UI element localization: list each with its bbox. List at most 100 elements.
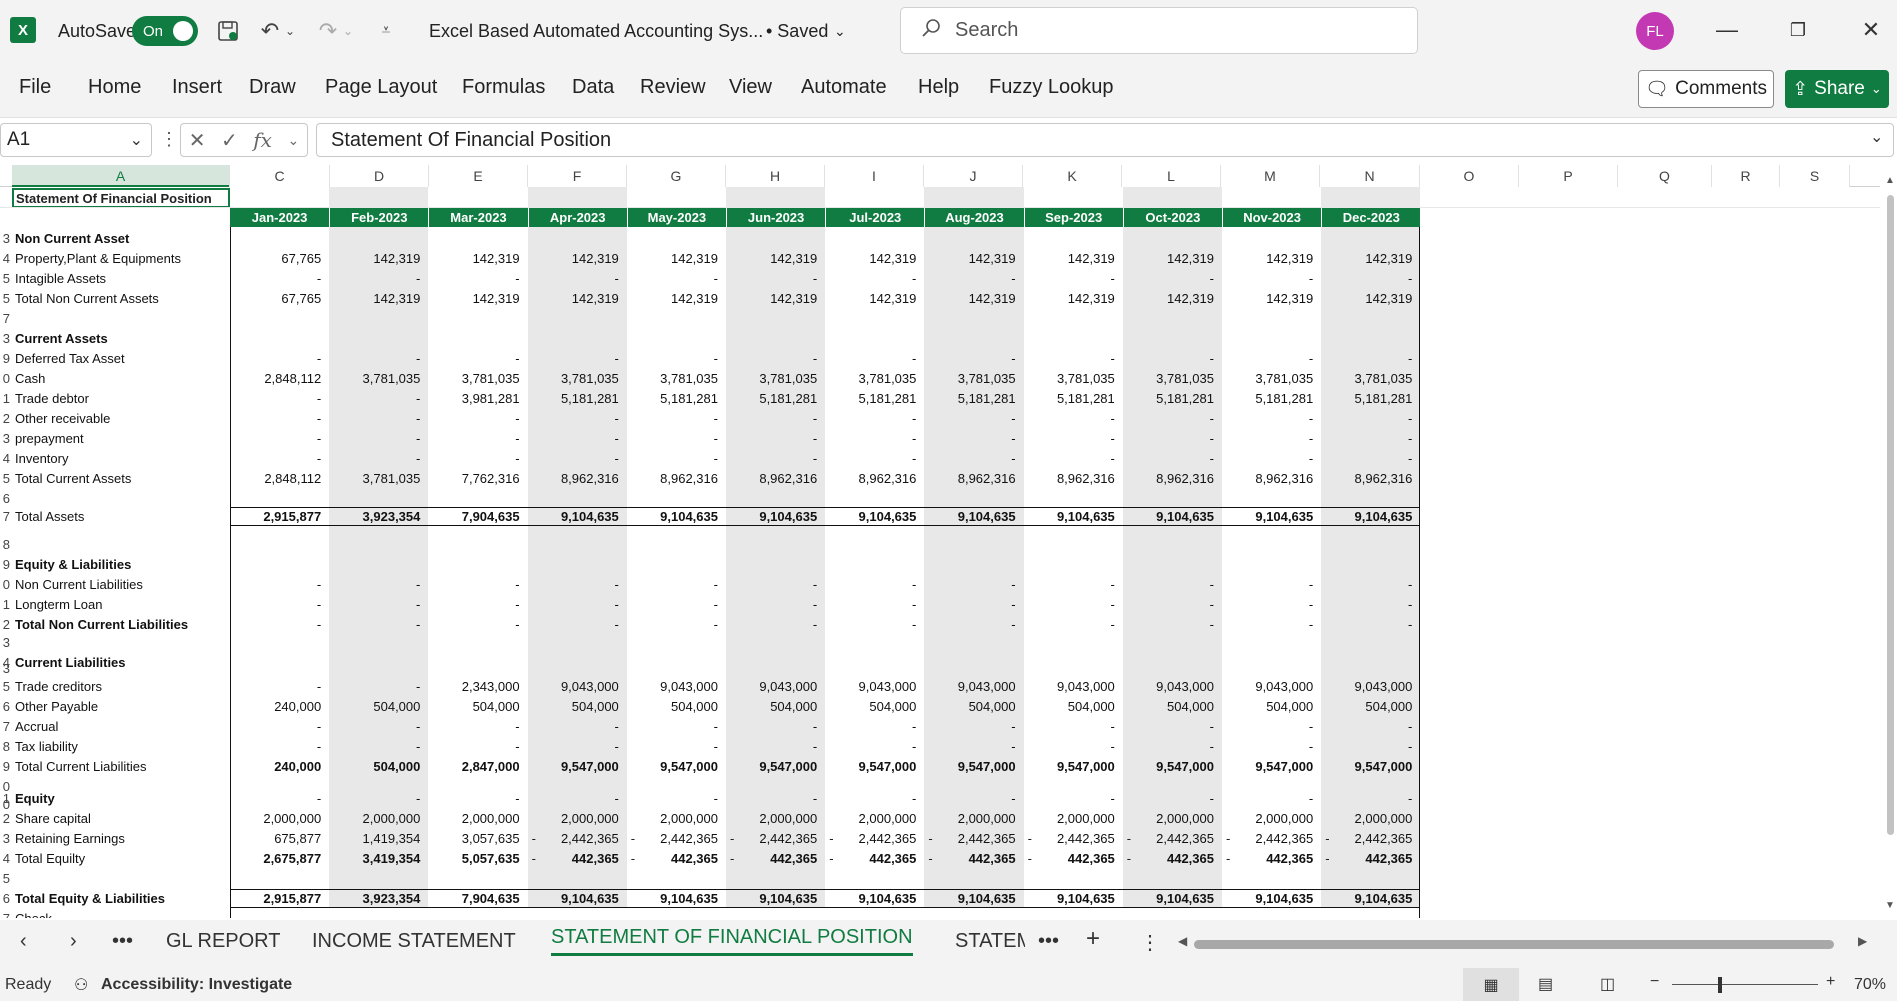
data-cell[interactable]: 3,923,354	[362, 891, 421, 906]
month-header[interactable]: Mar-2023	[428, 208, 527, 227]
month-header[interactable]: May-2023	[626, 208, 726, 227]
data-cell[interactable]: 9,043,000	[957, 679, 1016, 694]
data-cell[interactable]: -	[515, 271, 520, 286]
row-number[interactable]: 2	[2, 617, 10, 632]
data-cell[interactable]: -	[515, 411, 520, 426]
data-cell[interactable]: -	[1408, 411, 1413, 426]
data-cell[interactable]: 8,962,316	[1056, 471, 1115, 486]
data-cell[interactable]: 8,962,316	[1255, 471, 1314, 486]
row-number[interactable]: 0	[2, 779, 10, 794]
row-label[interactable]: Deferred Tax Asset	[15, 351, 125, 366]
vertical-scroll-thumb[interactable]	[1887, 195, 1894, 835]
data-cell[interactable]: -	[1308, 719, 1314, 734]
data-cell[interactable]: -	[1209, 577, 1214, 592]
data-cell[interactable]: -	[614, 351, 619, 366]
zoom-slider-thumb[interactable]	[1718, 977, 1722, 993]
data-cell[interactable]: -	[1308, 451, 1314, 466]
share-button[interactable]: ⇪ Share ⌄	[1785, 70, 1889, 108]
data-cell[interactable]: 504,000	[670, 699, 718, 714]
data-cell[interactable]: -	[614, 791, 619, 806]
tab-fuzzy-lookup[interactable]: Fuzzy Lookup	[989, 76, 1114, 98]
data-cell[interactable]: -	[614, 451, 619, 466]
row-label[interactable]: Total Current Assets	[15, 471, 132, 486]
data-cell[interactable]: 504,000	[1266, 699, 1314, 714]
data-cell[interactable]: -	[1209, 719, 1214, 734]
data-cell[interactable]: 9,104,635	[1354, 891, 1413, 906]
data-cell[interactable]: 442,365	[869, 851, 917, 866]
data-cell[interactable]: 142,319	[869, 251, 917, 266]
data-cell[interactable]: -	[416, 351, 421, 366]
row-label[interactable]: Current Liabilities	[15, 655, 126, 670]
row-label[interactable]: Inventory	[15, 451, 69, 466]
data-cell[interactable]: 3,781,035	[759, 371, 818, 386]
data-cell[interactable]: -	[515, 351, 520, 366]
accessibility-icon[interactable]: ⚇	[74, 977, 89, 994]
data-cell[interactable]: 9,104,635	[1056, 509, 1115, 524]
data-cell[interactable]: -	[316, 271, 322, 286]
data-cell[interactable]: -	[1308, 431, 1314, 446]
more-tabs-icon[interactable]: •••	[1038, 930, 1060, 952]
data-cell[interactable]: -	[924, 911, 1023, 918]
insert-function-icon[interactable]: fx	[253, 128, 272, 152]
column-header[interactable]: C	[230, 165, 330, 187]
data-cell[interactable]: 2,000,000	[759, 811, 818, 826]
data-cell[interactable]: 9,104,635	[560, 891, 619, 906]
data-cell[interactable]: -	[1110, 597, 1115, 612]
more-sheets-icon[interactable]: •••	[112, 930, 134, 952]
data-cell[interactable]: -	[1408, 431, 1413, 446]
data-cell[interactable]: 3,781,035	[1056, 371, 1115, 386]
data-cell[interactable]: -	[1308, 739, 1314, 754]
data-cell[interactable]: 9,043,000	[1354, 679, 1413, 694]
data-cell[interactable]: 2,000,000	[362, 811, 421, 826]
data-cell[interactable]: -	[1011, 451, 1016, 466]
data-cell[interactable]: -	[912, 351, 917, 366]
data-cell[interactable]: 2,000,000	[858, 811, 917, 826]
month-header[interactable]: Aug-2023	[924, 208, 1023, 227]
row-number[interactable]: 4	[2, 451, 10, 466]
data-cell[interactable]: 5,181,281	[957, 391, 1016, 406]
data-cell[interactable]: 7,904,635	[461, 891, 520, 906]
redo-dropdown-icon[interactable]: ⌄	[342, 24, 354, 38]
data-cell[interactable]: -	[316, 791, 322, 806]
data-cell[interactable]: -	[1209, 271, 1214, 286]
data-cell[interactable]: -	[1110, 451, 1115, 466]
row-number[interactable]: 3	[2, 331, 10, 346]
data-cell[interactable]: 3,781,035	[362, 371, 421, 386]
data-cell[interactable]: -	[428, 911, 527, 918]
month-header[interactable]: Jun-2023	[726, 208, 825, 227]
data-cell[interactable]: -	[1011, 719, 1016, 734]
cancel-icon[interactable]: ✕	[188, 129, 206, 152]
data-cell[interactable]: -	[416, 451, 421, 466]
data-cell[interactable]: -	[713, 271, 718, 286]
month-header[interactable]: Jul-2023	[825, 208, 924, 227]
data-cell[interactable]: 504,000	[373, 699, 421, 714]
row-number[interactable]: 1	[2, 391, 10, 406]
data-cell[interactable]: 9,043,000	[759, 679, 818, 694]
data-cell[interactable]: 9,104,635	[1255, 509, 1314, 524]
data-cell[interactable]: -	[1408, 597, 1413, 612]
data-cell[interactable]: 504,000	[869, 699, 917, 714]
column-header[interactable]: J	[924, 165, 1023, 187]
data-cell[interactable]: 9,104,635	[1056, 891, 1115, 906]
data-cell[interactable]: 504,000	[1365, 699, 1413, 714]
row-number[interactable]: 6	[2, 699, 10, 714]
row-label[interactable]: Intagible Assets	[15, 271, 107, 286]
data-cell[interactable]: -	[713, 617, 718, 632]
data-cell[interactable]: -	[1110, 411, 1115, 426]
data-cell[interactable]: 5,181,281	[858, 391, 917, 406]
data-cell[interactable]: 142,319	[1166, 251, 1214, 266]
add-sheet-icon[interactable]: +	[1086, 925, 1101, 952]
column-header[interactable]: A	[12, 165, 230, 187]
data-cell[interactable]: -	[713, 791, 718, 806]
data-cell[interactable]: 2,848,112	[264, 471, 322, 486]
row-label[interactable]: Total Equity & Liabilities	[15, 891, 165, 906]
sheet-tab-statem[interactable]: STATEM	[955, 930, 1025, 952]
data-cell[interactable]: 2,000,000	[560, 811, 619, 826]
data-cell[interactable]: -	[812, 617, 818, 632]
data-cell[interactable]: -	[812, 739, 818, 754]
data-cell[interactable]: 504,000	[1166, 699, 1214, 714]
data-cell[interactable]: 9,547,000	[1354, 759, 1413, 774]
row-label[interactable]: Accrual	[15, 719, 59, 734]
data-cell[interactable]: -	[614, 577, 619, 592]
